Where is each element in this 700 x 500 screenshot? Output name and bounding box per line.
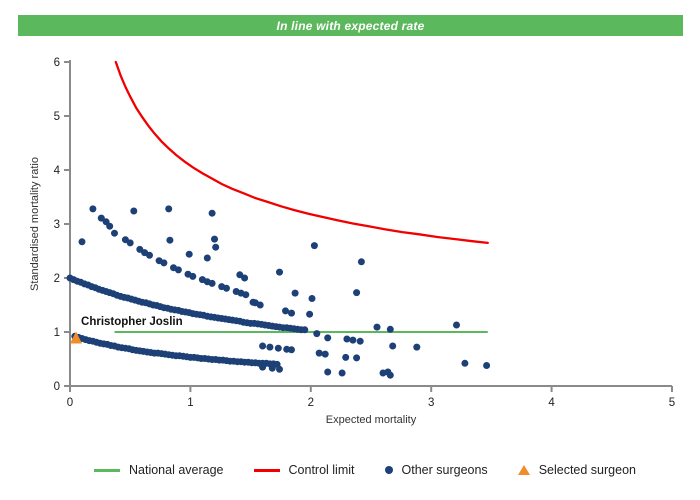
y-tick-label: 6	[54, 57, 60, 69]
surgeon-point[interactable]	[189, 272, 197, 280]
surgeon-point[interactable]	[241, 274, 249, 282]
x-tick-label: 0	[67, 397, 73, 409]
selected-surgeon-label: Christopher Joslin	[81, 316, 183, 328]
surgeon-point[interactable]	[343, 335, 351, 343]
legend: National average Control limit Other sur…	[0, 456, 700, 484]
surgeon-point[interactable]	[259, 363, 267, 371]
surgeon-point[interactable]	[324, 368, 332, 376]
y-tick-label: 4	[54, 165, 61, 177]
surgeon-point[interactable]	[356, 337, 364, 345]
surgeon-point[interactable]	[461, 359, 469, 367]
surgeon-point[interactable]	[386, 325, 394, 333]
surgeon-point[interactable]	[268, 364, 276, 372]
surgeon-point[interactable]	[256, 301, 264, 309]
surgeon-point[interactable]	[321, 350, 329, 358]
y-tick-label: 5	[54, 111, 60, 123]
surgeon-point[interactable]	[324, 334, 332, 342]
surgeon-point[interactable]	[174, 266, 182, 274]
status-banner: In line with expected rate	[18, 15, 683, 36]
surgeon-point[interactable]	[208, 209, 216, 217]
x-axis-title: Expected mortality	[326, 414, 417, 426]
national-average-line-swatch	[94, 468, 120, 472]
y-tick-label: 2	[54, 273, 60, 285]
surgeon-point[interactable]	[208, 279, 216, 287]
surgeon-point[interactable]	[274, 344, 282, 352]
surgeon-point[interactable]	[111, 229, 118, 237]
surgeon-point[interactable]	[266, 343, 274, 351]
surgeon-point[interactable]	[373, 323, 381, 331]
x-tick-label: 2	[308, 397, 314, 409]
legend-label-control-limit: Control limit	[288, 463, 355, 477]
surgeon-point[interactable]	[315, 349, 323, 357]
surgeon-point[interactable]	[453, 321, 460, 329]
surgeon-point[interactable]	[106, 222, 114, 230]
control-limit-curve	[114, 60, 489, 245]
status-banner-text: In line with expected rate	[276, 18, 425, 33]
legend-label-other-surgeons: Other surgeons	[401, 463, 488, 477]
surgeon-point[interactable]	[313, 330, 321, 338]
surgeon-point[interactable]	[166, 236, 174, 244]
surgeon-point[interactable]	[342, 353, 350, 361]
funnel-plot-svg[interactable]: 0 1 2 3 4 5 6 0 1 2 3 4 5 Standardised mortality rati…	[0, 36, 700, 446]
surgeon-point[interactable]	[413, 343, 421, 351]
x-tick-label: 5	[669, 397, 675, 409]
other-surgeons-dot-swatch	[384, 466, 393, 474]
control-limit-line-swatch	[253, 468, 280, 472]
legend-label-national-average: National average	[129, 463, 224, 477]
x-tick-label: 3	[428, 397, 434, 409]
legend-item-control-limit[interactable]: Control limit	[253, 463, 355, 477]
surgeon-point[interactable]	[386, 371, 394, 379]
surgeon-point[interactable]	[483, 362, 491, 369]
selected-surgeon-marker[interactable]	[70, 331, 83, 344]
y-tick-label: 0	[54, 381, 60, 393]
surgeon-point[interactable]	[310, 242, 318, 250]
funnel-plot[interactable]: 0 1 2 3 4 5 6 0 1 2 3 4 5 Standardised mortality rati…	[0, 36, 700, 446]
surgeon-point[interactable]	[349, 336, 357, 344]
y-axis-title: Standardised mortality ratio	[29, 157, 41, 291]
surgeon-point[interactable]	[338, 369, 346, 377]
surgeon-point[interactable]	[291, 289, 299, 297]
surgeon-point[interactable]	[146, 251, 153, 259]
surgeon-point[interactable]	[78, 238, 86, 246]
surgeon-point[interactable]	[301, 326, 309, 334]
surgeon-point[interactable]	[223, 284, 230, 292]
surgeon-point[interactable]	[165, 205, 173, 213]
surgeon-point[interactable]	[203, 254, 211, 262]
x-tick-label: 1	[187, 397, 193, 409]
surgeon-point[interactable]	[276, 365, 283, 373]
legend-item-other-surgeons[interactable]: Other surgeons	[384, 463, 488, 477]
surgeon-point[interactable]	[242, 291, 250, 299]
surgeon-point[interactable]	[282, 307, 289, 315]
legend-item-national-average[interactable]: National average	[94, 463, 224, 477]
surgeon-point[interactable]	[288, 309, 295, 317]
y-tick-label: 1	[54, 327, 60, 339]
surgeon-point[interactable]	[288, 346, 295, 354]
surgeon-point[interactable]	[353, 354, 361, 362]
x-tick-label: 4	[548, 397, 555, 409]
surgeon-point[interactable]	[357, 258, 365, 266]
surgeon-point[interactable]	[185, 250, 193, 258]
legend-label-selected-surgeon: Selected surgeon	[538, 463, 636, 477]
legend-item-selected-surgeon[interactable]: Selected surgeon	[517, 463, 636, 477]
surgeon-point[interactable]	[259, 342, 267, 350]
surgeon-point[interactable]	[89, 205, 97, 213]
surgeon-point[interactable]	[212, 243, 220, 251]
surgeon-point[interactable]	[126, 239, 134, 247]
surgeon-point[interactable]	[130, 207, 138, 215]
surgeon-point[interactable]	[308, 295, 316, 302]
surgeon-point[interactable]	[389, 342, 397, 350]
surgeon-point[interactable]	[306, 310, 314, 318]
y-tick-label: 3	[54, 219, 60, 231]
surgeon-point[interactable]	[353, 289, 361, 297]
surgeon-point[interactable]	[276, 268, 283, 276]
surgeon-point[interactable]	[160, 259, 168, 267]
surgeon-point[interactable]	[211, 235, 218, 243]
surgeon-point[interactable]	[97, 214, 105, 222]
selected-surgeon-triangle-swatch	[517, 465, 530, 475]
